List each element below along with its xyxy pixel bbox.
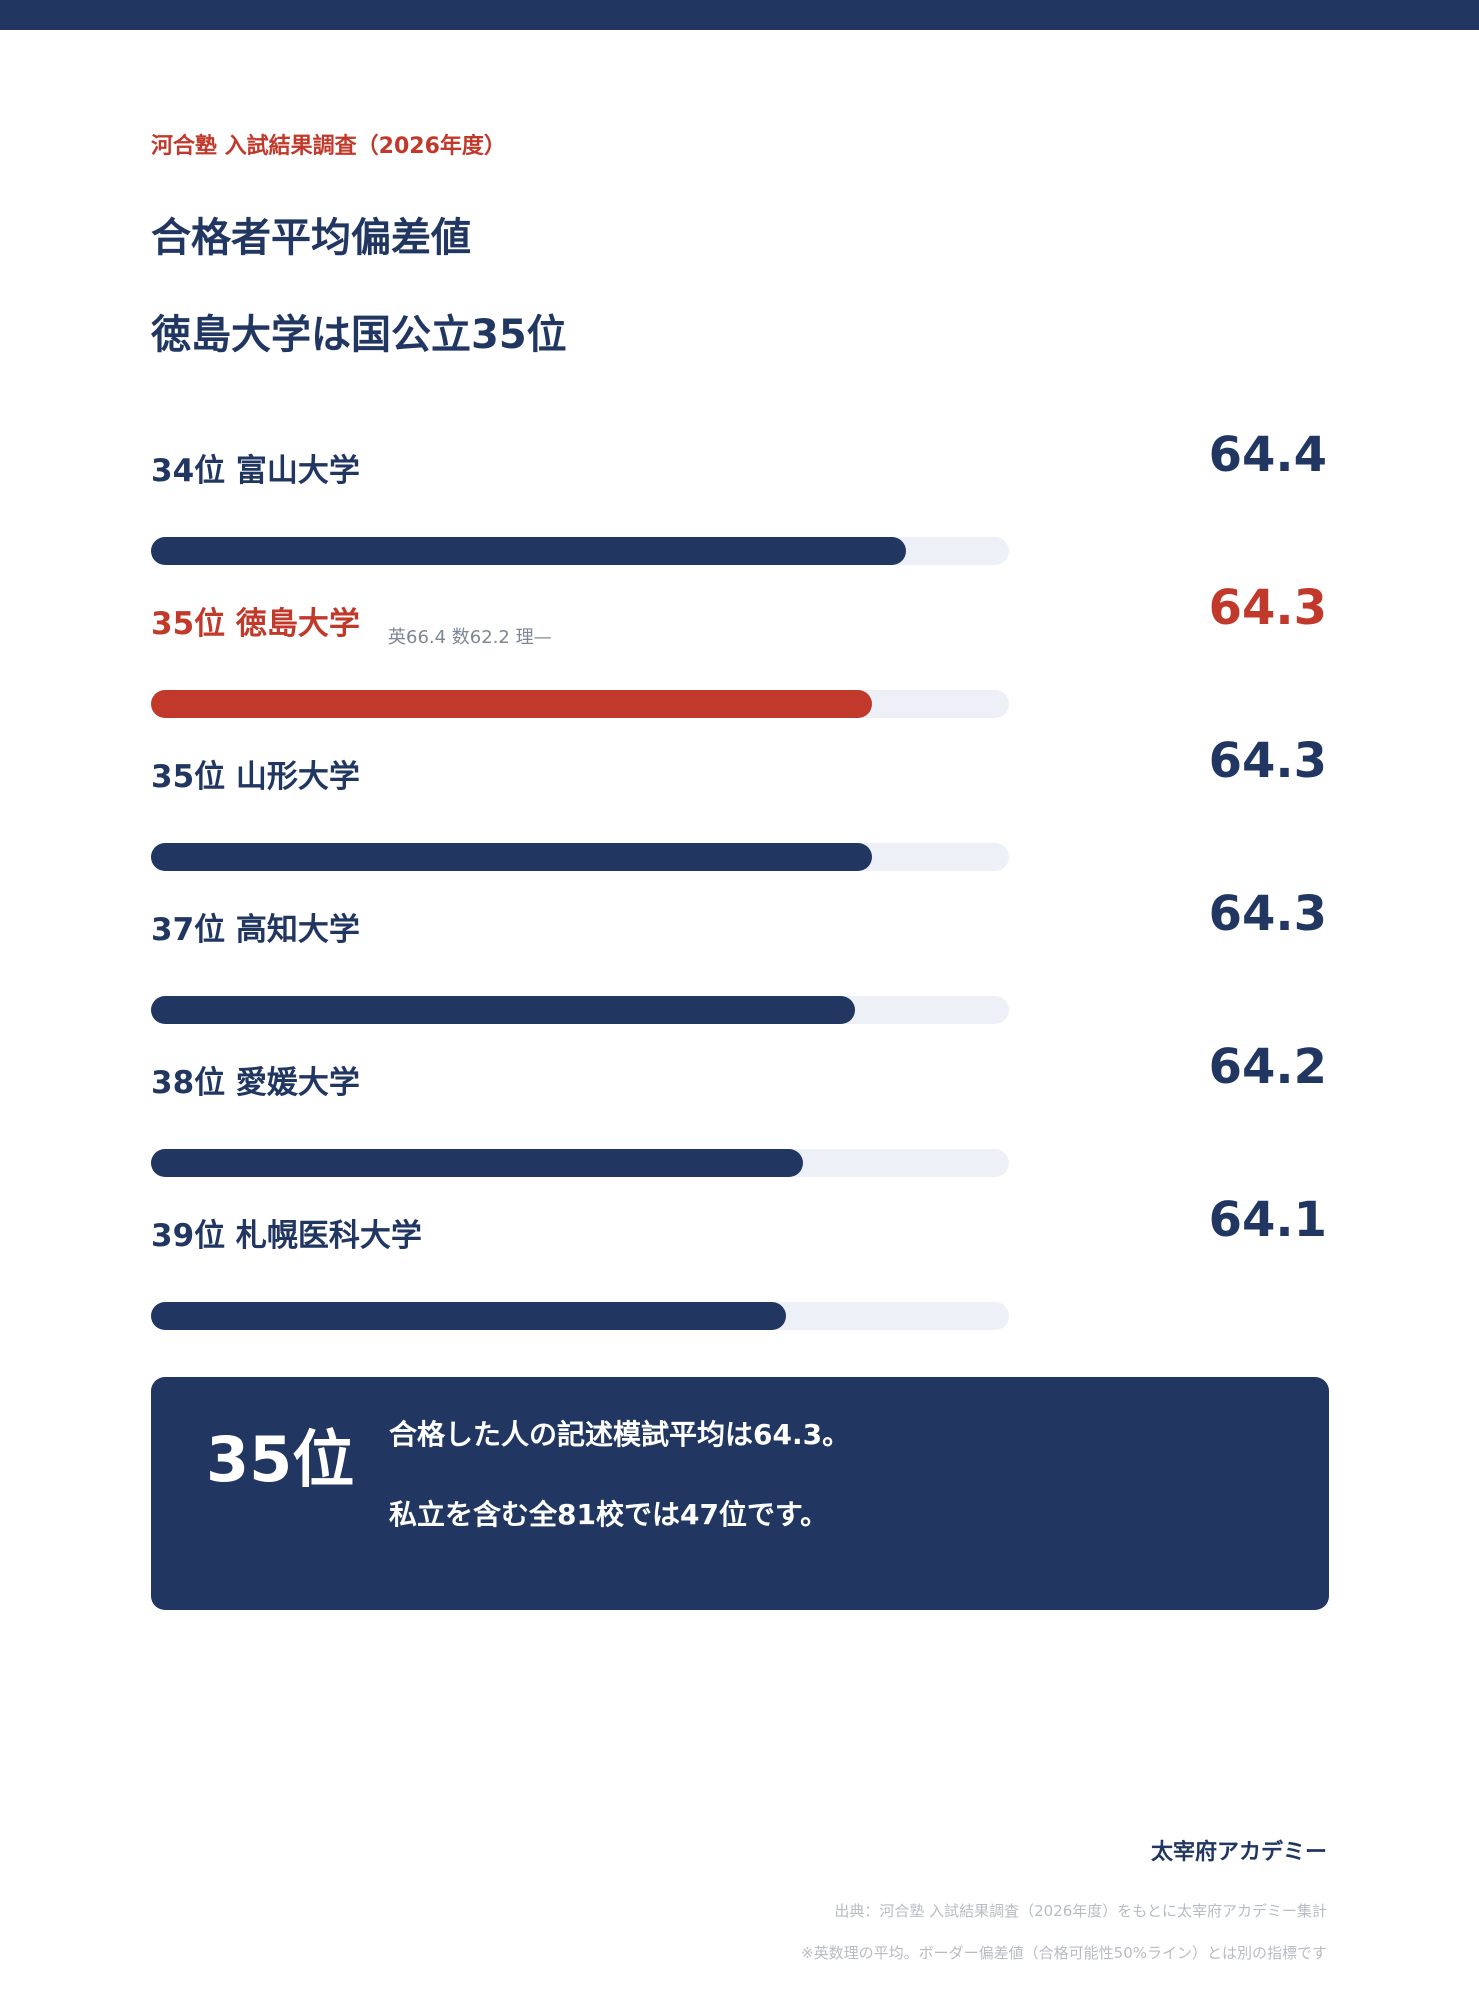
page-title: 合格者平均偏差値 (151, 215, 471, 261)
bar-track (151, 843, 1009, 871)
bar-value-label: 64.3 (1208, 886, 1327, 942)
bar-track (151, 537, 1009, 565)
summary-rank: 35位 (206, 1423, 355, 1496)
source-footnote: 出典：河合塾 入試結果調査（2026年度）をもとに太宰府アカデミー集計 (834, 1902, 1327, 1920)
bar (151, 996, 855, 1024)
brand-name: 太宰府アカデミー (1150, 1840, 1327, 1865)
bar-value-label: 64.2 (1208, 1039, 1327, 1095)
bar-value-label: 64.3 (1208, 580, 1327, 636)
bar-track (151, 1149, 1009, 1177)
summary-box: 35位 合格した人の記述模試平均は64.3。 私立を含む全81校では47位です。 (151, 1377, 1329, 1610)
bar-category-label: 37位 高知大学 (151, 912, 360, 948)
bar-track (151, 690, 1009, 718)
source-label: 河合塾 入試結果調査（2026年度） (151, 134, 506, 159)
bar (151, 1149, 803, 1177)
summary-line-average: 合格した人の記述模試平均は64.3。 (389, 1418, 851, 1451)
ranking-bar-chart: 34位 富山大学 64.4 35位 徳島大学英66.4 数62.2 理— 64.3 35… (151, 427, 1327, 1330)
bar-subject-note: 英66.4 数62.2 理— (388, 627, 552, 648)
bar-track (151, 996, 1009, 1024)
bar-category-label: 35位 徳島大学 (151, 606, 360, 642)
bar-track (151, 1302, 1009, 1330)
summary-line-overall-rank: 私立を含む全81校では47位です。 (389, 1498, 829, 1531)
bar-value-label: 64.4 (1208, 427, 1327, 483)
bar-category-label: 35位 山形大学 (151, 759, 360, 795)
bar (151, 690, 872, 718)
bar (151, 537, 906, 565)
bar (151, 1302, 786, 1330)
top-accent-bar (0, 0, 1479, 30)
bar-category-label: 38位 愛媛大学 (151, 1065, 360, 1101)
metric-footnote: ※英数理の平均。ボーダー偏差値（合格可能性50%ライン）とは別の指標です (801, 1944, 1327, 1962)
page-subtitle: 徳島大学は国公立35位 (151, 312, 567, 358)
bar (151, 843, 872, 871)
bar-value-label: 64.3 (1208, 733, 1327, 789)
bar-category-label: 39位 札幌医科大学 (151, 1218, 422, 1254)
bar-category-label: 34位 富山大学 (151, 453, 360, 489)
bar-value-label: 64.1 (1208, 1192, 1327, 1248)
